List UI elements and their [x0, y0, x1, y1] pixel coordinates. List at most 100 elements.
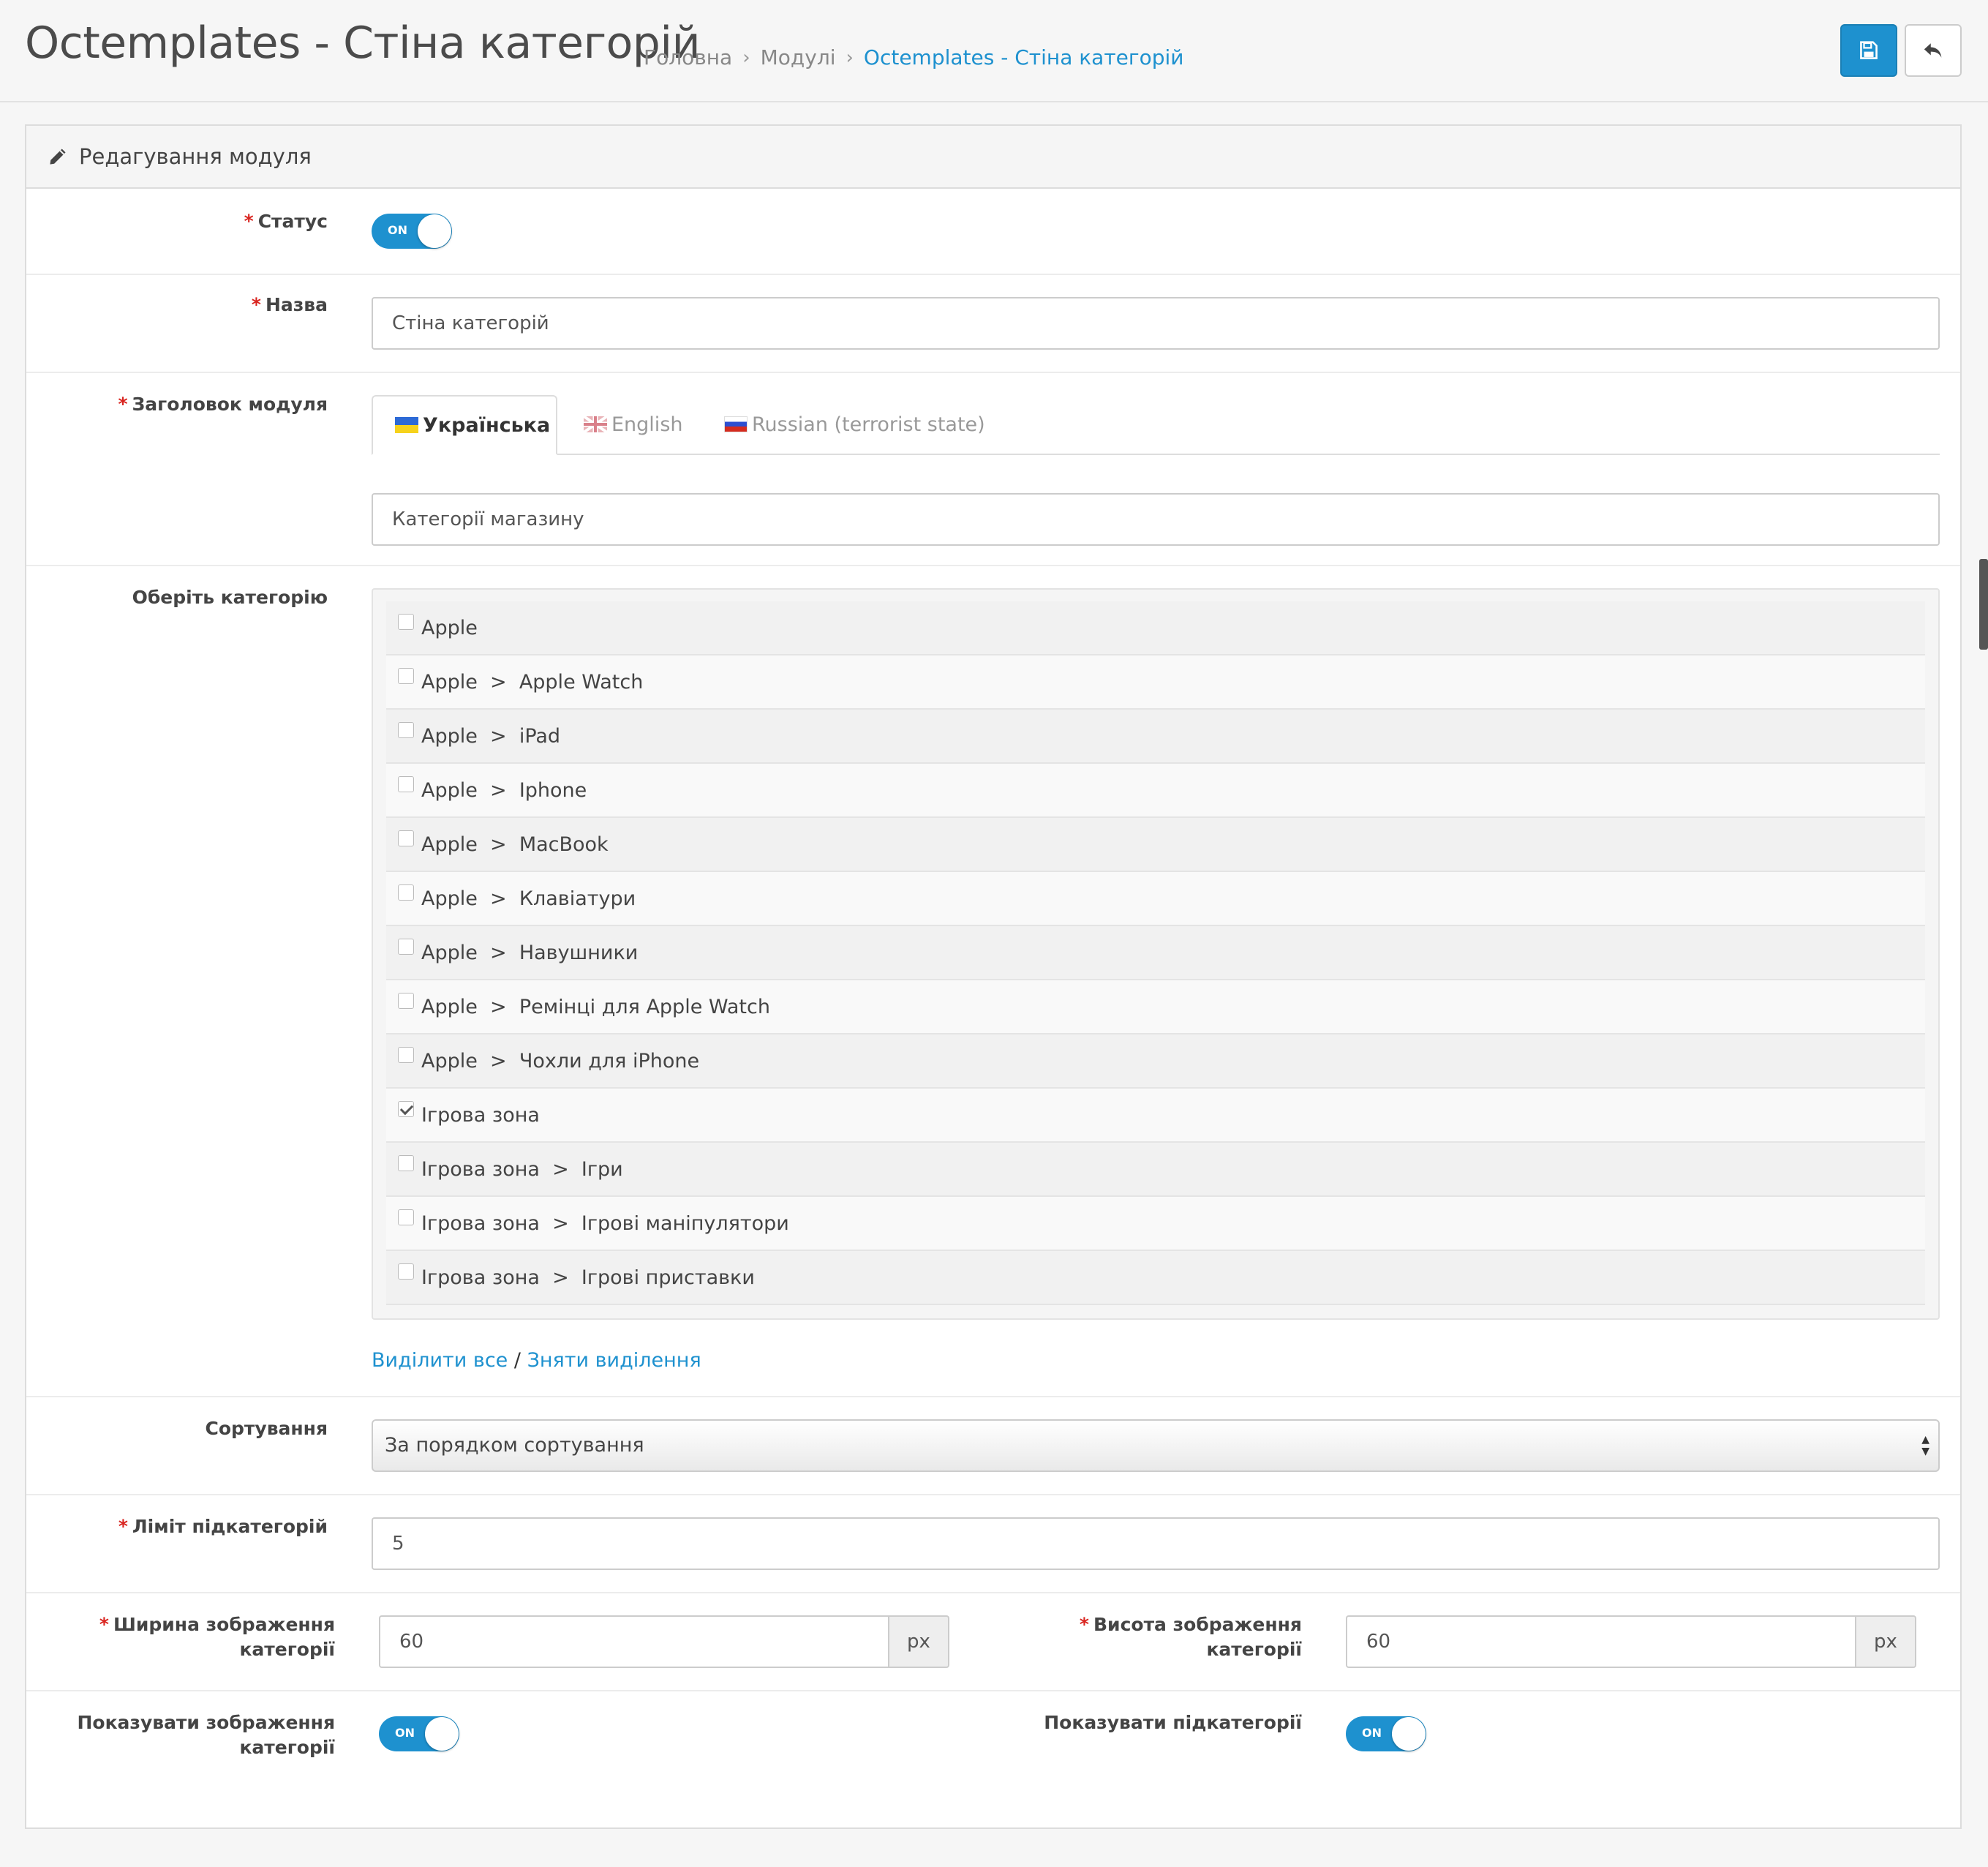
status-label: * Статус [244, 211, 328, 232]
category-checkbox[interactable] [398, 614, 414, 630]
selection-links: Виділити все / Зняти виділення [372, 1349, 1940, 1372]
show-subcats-label: Показувати підкатегорії [1044, 1712, 1302, 1733]
module-title-row: * Заголовок модуля Українська English [26, 373, 1960, 566]
category-checkbox[interactable] [398, 668, 414, 684]
deselect-all-link[interactable]: Зняти виділення [527, 1349, 701, 1372]
pencil-icon [50, 149, 66, 165]
ukraine-flag-icon [395, 417, 418, 433]
tab-ukrainian[interactable]: Українська [372, 395, 557, 455]
categories-label: Оберіть категорію [132, 587, 328, 608]
status-toggle[interactable]: ON [372, 214, 452, 249]
subcat-limit-input[interactable]: 5 [372, 1517, 1940, 1570]
category-item[interactable]: Ігрова зона [386, 1089, 1925, 1143]
name-row: * Назва Стіна категорій [26, 275, 1960, 373]
show-subcats-toggle[interactable]: ON [1346, 1716, 1426, 1751]
category-item[interactable]: Apple > iPad [386, 710, 1925, 764]
category-item[interactable]: Apple > MacBook [386, 818, 1925, 872]
module-title-input[interactable]: Категорії магазину [372, 493, 1940, 546]
category-label: Apple > MacBook [421, 833, 609, 856]
breadcrumb-separator: › [742, 46, 750, 69]
breadcrumb-home[interactable]: Головна [644, 45, 733, 70]
page-header: Octemplates - Стіна категорій Головна › … [0, 0, 1988, 102]
category-label: Apple > iPad [421, 724, 561, 748]
category-checkbox[interactable] [398, 1263, 414, 1280]
select-arrows-icon: ▲ ▼ [1921, 1434, 1929, 1457]
module-title-label: * Заголовок модуля [118, 394, 328, 415]
category-label: Apple > Клавіатури [421, 887, 636, 910]
russia-flag-icon [724, 416, 748, 432]
category-list: Apple Apple > Apple Watch Apple > iPad Appl… [372, 588, 1940, 1320]
category-label: Apple > Iphone [421, 778, 587, 802]
category-item[interactable]: Apple > Apple Watch [386, 655, 1925, 710]
category-checkbox[interactable] [398, 776, 414, 792]
category-label: Apple > Чохли для iPhone [421, 1049, 700, 1073]
language-tabs: Українська English Russian (terrorist st… [372, 395, 1940, 455]
panel-heading: Редагування модуля [26, 126, 1960, 189]
image-height-input[interactable]: 60 [1346, 1615, 1855, 1668]
show-images-label: Показувати зображення категорії [77, 1712, 335, 1758]
category-label: Apple > Ремінці для Apple Watch [421, 995, 770, 1018]
back-button[interactable] [1905, 24, 1962, 77]
category-item[interactable]: Apple > Клавіатури [386, 872, 1925, 926]
categories-row: Оберіть категорію Apple Apple > Apple Wat… [26, 566, 1960, 1397]
category-item[interactable]: Apple > Навушники [386, 926, 1925, 980]
sort-label: Сортування [205, 1418, 328, 1439]
select-all-link[interactable]: Виділити все [372, 1349, 508, 1372]
save-icon [1860, 41, 1878, 59]
sort-select[interactable]: За порядком сортування ▲ ▼ [372, 1419, 1940, 1472]
breadcrumb-separator: › [846, 46, 854, 69]
category-checkbox[interactable] [398, 1209, 414, 1225]
tab-russian[interactable]: Russian (terrorist state) [724, 395, 985, 454]
links-divider: / [513, 1349, 521, 1372]
save-button[interactable] [1840, 24, 1897, 77]
category-checkbox[interactable] [398, 830, 414, 846]
category-label: Apple > Apple Watch [421, 670, 644, 694]
category-label: Apple > Навушники [421, 941, 639, 964]
category-checkbox[interactable] [398, 884, 414, 901]
category-checkbox[interactable] [398, 722, 414, 738]
category-item[interactable]: Apple > Ремінці для Apple Watch [386, 980, 1925, 1034]
category-checkbox[interactable] [398, 993, 414, 1009]
category-item[interactable]: Apple > Iphone [386, 764, 1925, 818]
uk-flag-icon [584, 416, 607, 432]
category-checkbox[interactable] [398, 1047, 414, 1063]
image-width-input[interactable]: 60 [379, 1615, 888, 1668]
category-checkbox[interactable] [398, 939, 414, 955]
breadcrumb: Головна › Модулі › Octemplates - Стіна к… [644, 45, 1183, 70]
subcat-limit-label: * Ліміт підкатегорій [118, 1516, 328, 1537]
category-item[interactable]: Ігрова зона > Ігри [386, 1143, 1925, 1197]
image-size-row: * Ширина зображення категорії 60 px * Висот… [26, 1593, 1960, 1691]
category-label: Ігрова зона > Ігри [421, 1157, 623, 1181]
category-item[interactable]: Ігрова зона > Ігрові маніпулятори [386, 1197, 1925, 1251]
image-width-group: 60 px [379, 1615, 949, 1668]
image-width-unit: px [888, 1615, 949, 1668]
category-item[interactable]: Ігрова зона > Ігрові приставки [386, 1251, 1925, 1305]
name-input[interactable]: Стіна категорій [372, 297, 1940, 350]
sort-row: Сортування За порядком сортування ▲ ▼ [26, 1397, 1960, 1495]
image-height-group: 60 px [1346, 1615, 1916, 1668]
panel-title: Редагування модуля [79, 144, 312, 169]
edit-module-panel: Редагування модуля * Статус ON * Назва Сті… [25, 124, 1962, 1829]
category-item[interactable]: Apple [386, 601, 1925, 655]
reply-icon [1924, 43, 1942, 58]
category-checkbox[interactable] [398, 1101, 414, 1117]
category-checkbox[interactable] [398, 1155, 414, 1171]
breadcrumb-modules[interactable]: Модулі [760, 45, 836, 70]
status-row: * Статус ON [26, 190, 1960, 275]
show-images-toggle[interactable]: ON [379, 1716, 459, 1751]
breadcrumb-current[interactable]: Octemplates - Стіна категорій [863, 45, 1184, 70]
category-label: Ігрова зона > Ігрові маніпулятори [421, 1212, 789, 1235]
category-label: Ігрова зона > Ігрові приставки [421, 1266, 755, 1289]
image-height-label: * Висота зображення категорії [1079, 1614, 1302, 1660]
category-item[interactable]: Apple > Чохли для iPhone [386, 1034, 1925, 1089]
page-title: Octemplates - Стіна категорій [25, 18, 701, 69]
image-height-unit: px [1855, 1615, 1916, 1668]
tab-english[interactable]: English [584, 395, 683, 454]
scrollbar[interactable] [1979, 559, 1988, 650]
show-options-row: Показувати зображення категорії ON Показу… [26, 1691, 1960, 1801]
name-label: * Назва [251, 294, 328, 315]
subcat-limit-row: * Ліміт підкатегорій 5 [26, 1495, 1960, 1593]
image-width-label: * Ширина зображення категорії [99, 1614, 335, 1660]
category-label: Ігрова зона [421, 1103, 540, 1127]
category-label: Apple [421, 616, 478, 639]
